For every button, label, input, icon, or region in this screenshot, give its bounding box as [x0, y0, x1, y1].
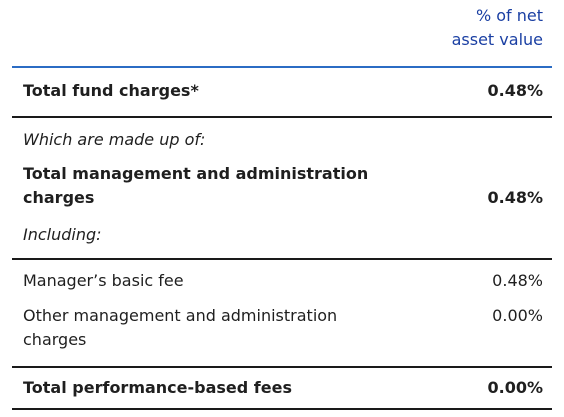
managers-basic-fee-label: Manager’s basic fee — [23, 271, 184, 290]
total-fund-charges-value: 0.48% — [487, 81, 543, 100]
table-bottom-border — [12, 408, 552, 410]
total-performance-fees-value: 0.00% — [487, 378, 543, 397]
total-mgmt-admin-value: 0.48% — [487, 188, 543, 207]
total-mgmt-admin-label-line1: Total management and administration — [23, 164, 369, 183]
column-header: % of net asset value — [452, 4, 543, 52]
managers-basic-fee-value: 0.48% — [492, 271, 543, 290]
total-fund-charges-label: Total fund charges* — [23, 81, 199, 100]
other-mgmt-admin-label-line2: charges — [23, 330, 87, 349]
section-divider — [12, 366, 552, 368]
total-performance-fees-label: Total performance-based fees — [23, 378, 292, 397]
including-label: Including: — [23, 225, 102, 244]
total-mgmt-admin-label-line2: charges — [23, 188, 95, 207]
header-divider — [12, 66, 552, 68]
other-mgmt-admin-label-line1: Other management and administration — [23, 306, 338, 325]
column-header-line1: % of net — [475, 6, 543, 25]
made-up-of-label: Which are made up of: — [23, 130, 206, 149]
other-mgmt-admin-value: 0.00% — [492, 306, 543, 325]
section-divider — [12, 116, 552, 118]
column-header-line2: asset value — [451, 30, 543, 49]
section-divider — [12, 258, 552, 260]
